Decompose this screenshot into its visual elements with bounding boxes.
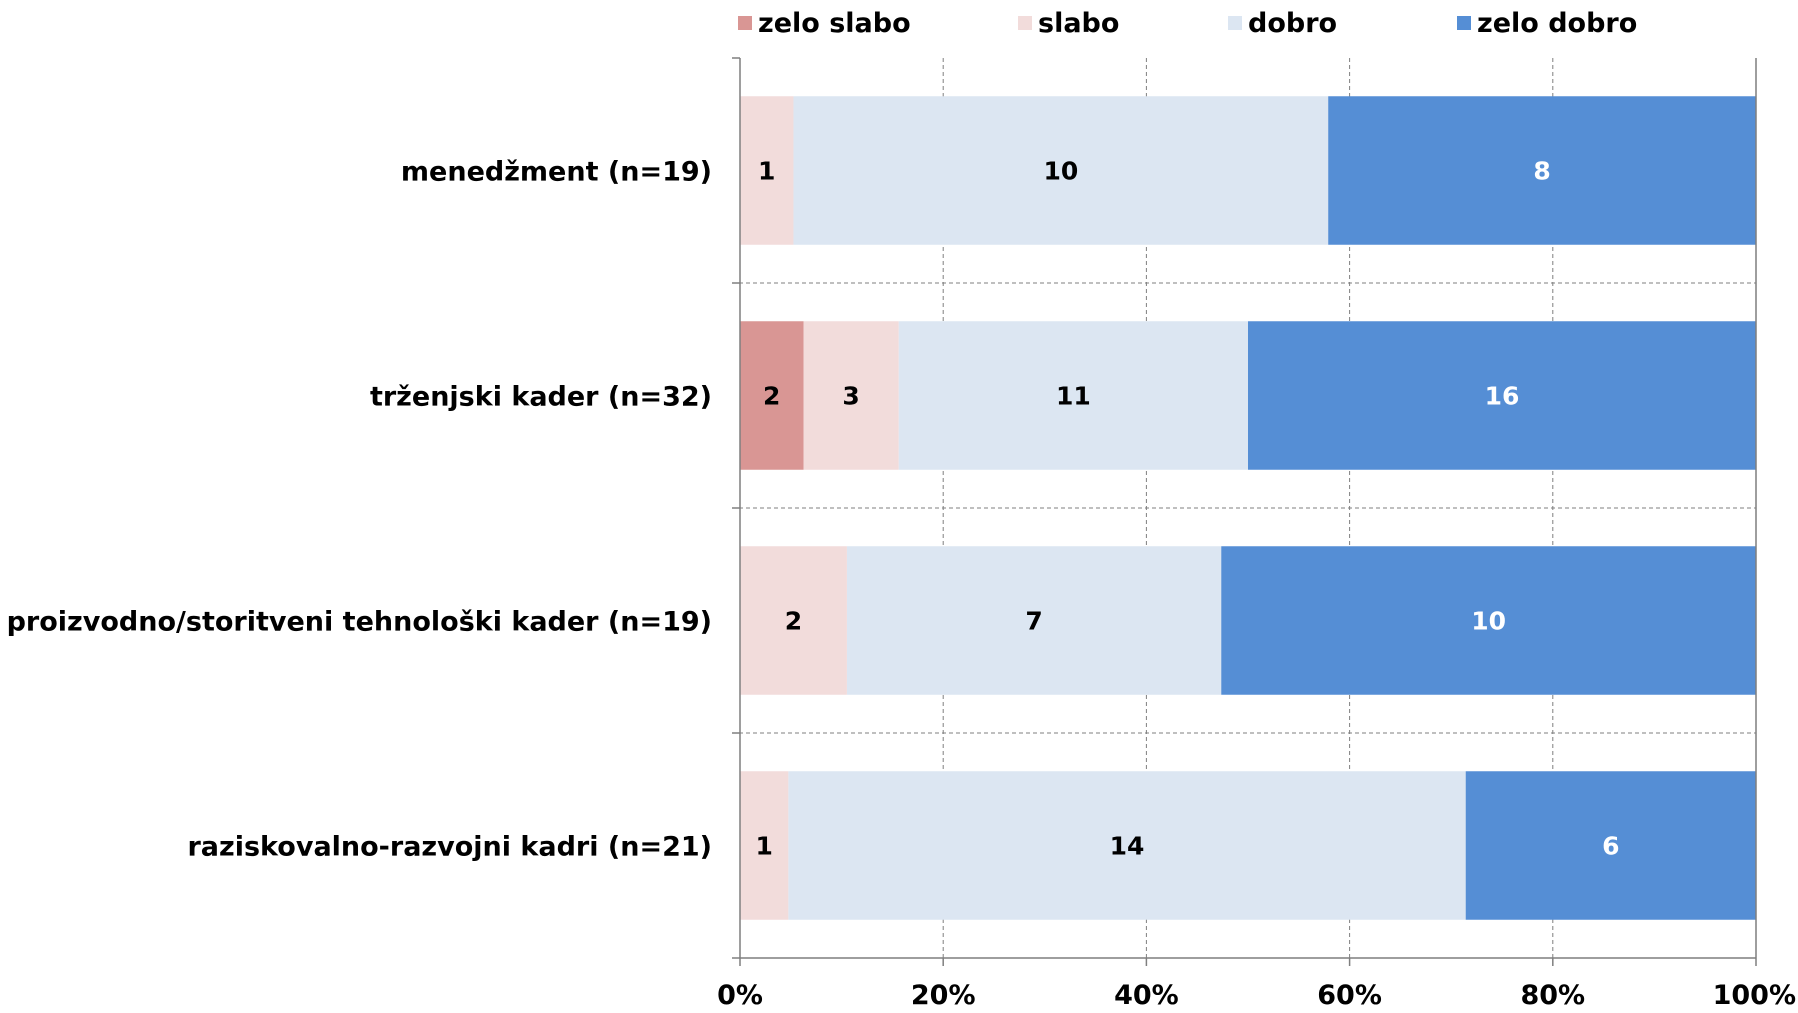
data-label-zelo-dobro: 8 — [1533, 157, 1550, 186]
x-tick-label: 20% — [911, 980, 976, 1009]
data-label-slabo: 3 — [842, 382, 859, 411]
bar-segment-dobro — [793, 96, 1329, 245]
x-tick-label: 40% — [1114, 980, 1179, 1009]
legend-swatch-dobro — [1228, 16, 1242, 30]
bar-segment-dobro — [846, 546, 1222, 695]
legend-swatch-zelo-slabo — [738, 16, 752, 30]
data-label-zelo-slabo: 2 — [763, 382, 780, 411]
bar-segment-zelo-dobro — [1221, 546, 1756, 695]
bar-segment-slabo — [740, 546, 847, 695]
bar-segment-zelo-slabo — [740, 321, 804, 470]
legend-swatch-slabo — [1018, 16, 1032, 30]
x-tick-label: 80% — [1520, 980, 1585, 1009]
bar-segment-zelo-dobro — [1248, 321, 1756, 470]
bar-segment-slabo — [740, 771, 789, 920]
legend-label-zelo-slabo: zelo slabo — [758, 8, 911, 39]
data-label-slabo: 1 — [755, 832, 772, 861]
data-label-dobro: 10 — [1043, 157, 1078, 186]
x-tick-label: 0% — [717, 980, 763, 1009]
data-label-zelo-dobro: 10 — [1471, 607, 1506, 636]
legend-label-slabo: slabo — [1038, 8, 1119, 39]
bar-segment-slabo — [740, 96, 794, 245]
data-label-dobro: 14 — [1110, 832, 1145, 861]
category-label: trženjski kader (n=32) — [370, 382, 712, 413]
legend-label-zelo-dobro: zelo dobro — [1477, 8, 1637, 39]
data-label-zelo-dobro: 16 — [1485, 382, 1520, 411]
data-label-zelo-dobro: 6 — [1602, 832, 1619, 861]
data-label-slabo: 1 — [758, 157, 775, 186]
data-label-slabo: 2 — [785, 607, 802, 636]
data-label-dobro: 7 — [1025, 607, 1042, 636]
x-tick-label: 100% — [1713, 980, 1796, 1009]
bar-segment-slabo — [803, 321, 899, 470]
x-tick-label: 60% — [1317, 980, 1382, 1009]
data-label-dobro: 11 — [1056, 382, 1091, 411]
bar-segment-zelo-dobro — [1328, 96, 1756, 245]
category-label: raziskovalno-razvojni kadri (n=21) — [187, 832, 712, 863]
category-label: proizvodno/storitveni tehnološki kader (… — [7, 607, 712, 638]
legend-label-dobro: dobro — [1248, 8, 1337, 39]
bar-segment-zelo-dobro — [1465, 771, 1756, 920]
legend-swatch-zelo-dobro — [1457, 16, 1471, 30]
category-label: menedžment (n=19) — [401, 157, 712, 188]
bar-segment-dobro — [898, 321, 1248, 470]
bar-segment-dobro — [788, 771, 1466, 920]
